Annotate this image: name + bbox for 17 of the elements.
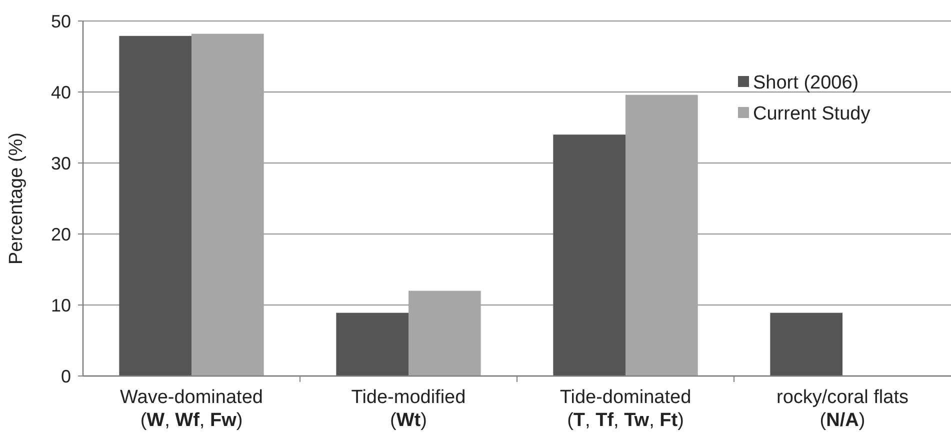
x-tick-label: rocky/coral flats (N/A) <box>776 387 908 431</box>
x-tick-label: Wave-dominated (W, Wf, Fw) <box>120 387 263 431</box>
legend-label: Current Study <box>753 104 871 125</box>
y-axis-title: Percentage (%) <box>6 132 27 265</box>
y-tick-label: 50 <box>50 11 71 32</box>
y-tick-label: 0 <box>60 366 71 386</box>
category-label: Tide-dominated (T, Tf, Tw, Ft) <box>560 387 692 431</box>
legend-label: Short (2006) <box>753 72 859 94</box>
x-tick-label: Tide-modified (Wt) <box>351 387 466 431</box>
y-tick-label: 40 <box>50 82 71 102</box>
y-tick-label: 20 <box>50 224 71 244</box>
bar <box>770 312 842 376</box>
y-tick-label: 30 <box>50 153 71 174</box>
y-tick-label: 10 <box>50 295 71 316</box>
bar <box>336 312 408 376</box>
bar <box>119 36 192 376</box>
bar <box>553 134 626 376</box>
